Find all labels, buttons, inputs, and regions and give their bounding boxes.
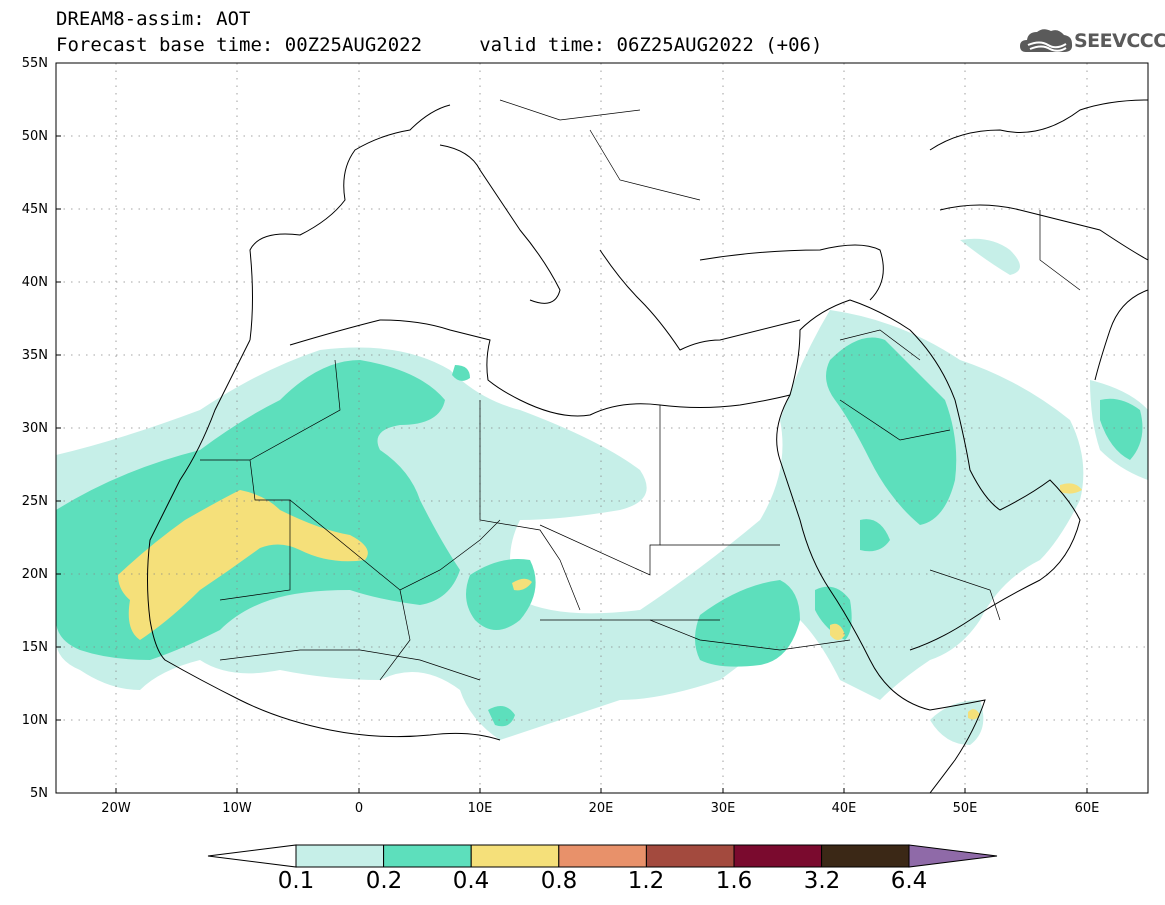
aot-field <box>56 63 1148 793</box>
forecast-time-subtitle: Forecast base time: 00Z25AUG2022 valid t… <box>56 34 823 56</box>
colorbar-label: 1.2 <box>627 868 665 894</box>
lat-label: 15N <box>21 640 48 655</box>
colorbar-label: 0.8 <box>540 868 578 894</box>
colorbar-bin <box>470 844 560 868</box>
lat-label: 55N <box>21 56 48 71</box>
country-borders <box>200 99 1081 681</box>
colorbar-label: 0.4 <box>452 868 490 894</box>
lat-label: 5N <box>30 786 48 801</box>
lon-label: 40E <box>831 801 857 816</box>
axis-ticks <box>56 135 1088 793</box>
colorbar-bin <box>645 844 735 868</box>
colorbar-bin <box>821 844 910 868</box>
lon-label: 30E <box>710 801 736 816</box>
logo-text: SEEVCCC <box>1074 30 1165 52</box>
colorbar-bin <box>558 844 647 868</box>
lon-label: 20W <box>101 801 131 816</box>
lon-label: 50E <box>952 801 978 816</box>
lat-label: 25N <box>21 494 48 509</box>
lon-label: 10E <box>467 801 493 816</box>
lat-label: 20N <box>21 567 48 582</box>
lat-label: 35N <box>21 348 48 363</box>
colorbar-label: 6.4 <box>890 868 928 894</box>
lat-label: 10N <box>21 713 48 728</box>
colorbar-label: 0.1 <box>277 868 315 894</box>
colorbar-label: 1.6 <box>715 868 753 894</box>
chart-title: DREAM8-assim: AOT <box>56 8 251 30</box>
cloud-icon <box>1020 29 1073 52</box>
lon-label: 60E <box>1074 801 1100 816</box>
colorbar <box>207 844 998 868</box>
lat-label: 30N <box>21 421 48 436</box>
colorbar-label: 3.2 <box>803 868 841 894</box>
lat-label: 40N <box>21 275 48 290</box>
lat-label: 50N <box>21 129 48 144</box>
coastlines <box>147 99 1148 793</box>
lon-label: 0 <box>354 801 364 816</box>
colorbar-extend-low <box>207 844 297 868</box>
colorbar-bin <box>383 844 472 868</box>
colorbar-bin <box>295 844 385 868</box>
lon-label: 20E <box>588 801 614 816</box>
lon-label: 10W <box>222 801 252 816</box>
colorbar-label: 0.2 <box>365 868 403 894</box>
colorbar-extend-high <box>908 844 998 868</box>
lat-label: 45N <box>21 202 48 217</box>
colorbar-bin <box>733 844 823 868</box>
